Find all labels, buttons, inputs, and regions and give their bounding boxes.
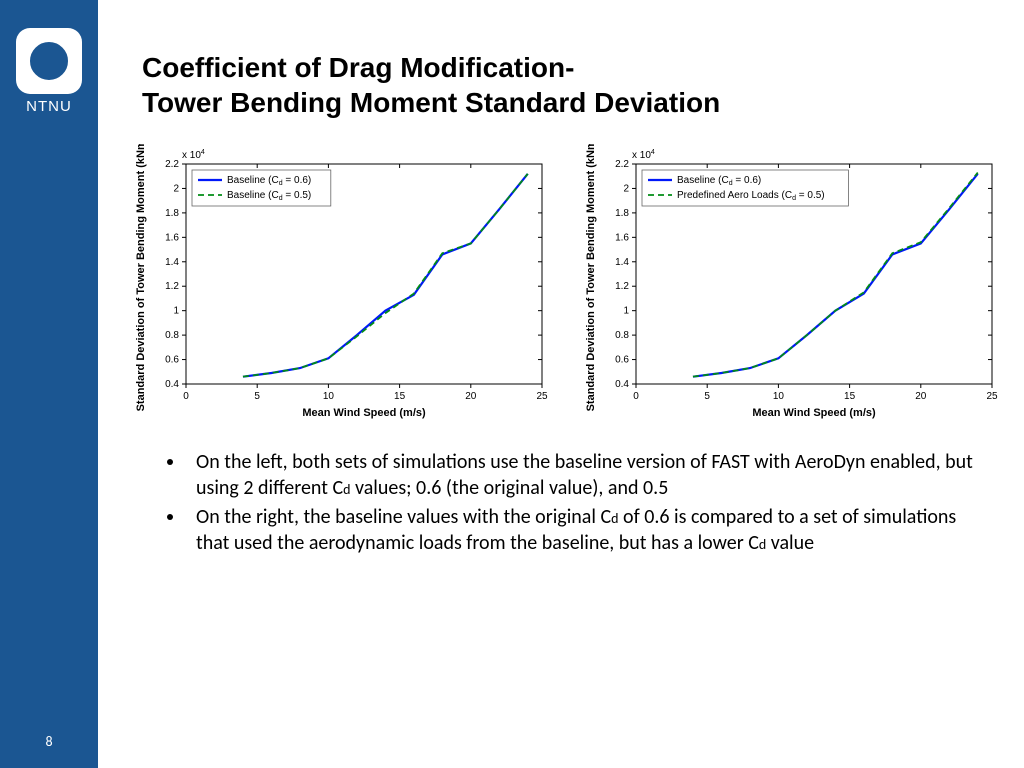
svg-text:2: 2 — [173, 183, 179, 194]
svg-text:1.2: 1.2 — [165, 281, 179, 292]
svg-text:x 104: x 104 — [182, 149, 205, 161]
chart-svg: 0 5 10 15 20 25 0.4 0.6 0.8 1 1.2 1.4 1.6 1.8 2 2.2x 10… — [124, 144, 554, 424]
svg-text:1.4: 1.4 — [165, 257, 179, 268]
svg-text:25: 25 — [536, 391, 548, 402]
svg-text:0.8: 0.8 — [165, 330, 179, 341]
svg-text:0.4: 0.4 — [165, 379, 179, 390]
chart-right: 0 5 10 15 20 25 0.4 0.6 0.8 1 1.2 1.4 1.6 1.8 2 2.2x 10… — [574, 144, 1004, 424]
bullet-item: On the right, the baseline values with t… — [186, 505, 980, 556]
svg-text:20: 20 — [915, 391, 927, 402]
title-line-2: Tower Bending Moment Standard Deviation — [142, 87, 720, 118]
svg-text:10: 10 — [323, 391, 335, 402]
svg-text:1: 1 — [623, 306, 629, 317]
svg-text:5: 5 — [254, 391, 260, 402]
svg-text:1.8: 1.8 — [165, 208, 179, 219]
svg-text:1.4: 1.4 — [615, 257, 629, 268]
svg-text:5: 5 — [704, 391, 710, 402]
svg-text:Mean Wind Speed (m/s): Mean Wind Speed (m/s) — [752, 407, 876, 419]
svg-text:Baseline (Cd = 0.6): Baseline (Cd = 0.6) — [227, 175, 311, 187]
svg-text:20: 20 — [465, 391, 477, 402]
svg-text:2: 2 — [623, 183, 629, 194]
svg-text:15: 15 — [394, 391, 406, 402]
svg-text:Predefined Aero Loads (Cd = 0.: Predefined Aero Loads (Cd = 0.5) — [677, 190, 825, 202]
svg-text:0: 0 — [183, 391, 189, 402]
charts-row: 05101520250.40.60.811.21.41.61.822.2x 10… — [124, 144, 1004, 424]
logo: NTNU — [16, 28, 82, 115]
svg-text:15: 15 — [844, 391, 856, 402]
svg-text:0.4: 0.4 — [615, 379, 629, 390]
bullet-item: On the left, both sets of simulations us… — [186, 450, 980, 501]
bullet-list: On the left, both sets of simulations us… — [186, 450, 1004, 556]
slide-title: Coefficient of Drag Modification- Tower … — [142, 50, 1004, 120]
svg-text:10: 10 — [773, 391, 785, 402]
svg-text:Baseline (Cd = 0.5): Baseline (Cd = 0.5) — [227, 190, 311, 202]
svg-text:1.6: 1.6 — [165, 232, 179, 243]
svg-text:0.6: 0.6 — [165, 355, 179, 366]
svg-text:0: 0 — [633, 391, 639, 402]
logo-text: NTNU — [16, 98, 82, 115]
svg-text:1.2: 1.2 — [615, 281, 629, 292]
svg-text:Baseline (Cd = 0.6): Baseline (Cd = 0.6) — [677, 175, 761, 187]
svg-text:2.2: 2.2 — [165, 159, 179, 170]
svg-text:2.2: 2.2 — [615, 159, 629, 170]
chart-svg: 0 5 10 15 20 25 0.4 0.6 0.8 1 1.2 1.4 1.6 1.8 2 2.2x 10… — [574, 144, 1004, 424]
svg-text:1: 1 — [173, 306, 179, 317]
svg-text:x 104: x 104 — [632, 149, 655, 161]
svg-text:1.6: 1.6 — [615, 232, 629, 243]
chart-left: 0 5 10 15 20 25 0.4 0.6 0.8 1 1.2 1.4 1.6 1.8 2 2.2x 10… — [124, 144, 554, 424]
page-number: 8 — [0, 733, 98, 750]
svg-text:0.8: 0.8 — [615, 330, 629, 341]
svg-text:Standard Deviation of Tower Be: Standard Deviation of Tower Bending Mome… — [585, 144, 597, 411]
slide-content: Coefficient of Drag Modification- Tower … — [98, 0, 1024, 768]
svg-text:Standard Deviation of Tower Be: Standard Deviation of Tower Bending Mome… — [135, 144, 147, 411]
sidebar: NTNU 8 — [0, 0, 98, 768]
logo-box — [16, 28, 82, 94]
svg-text:Mean Wind Speed (m/s): Mean Wind Speed (m/s) — [302, 407, 426, 419]
logo-circle-icon — [30, 42, 68, 80]
title-line-1: Coefficient of Drag Modification- — [142, 52, 574, 83]
svg-text:25: 25 — [986, 391, 998, 402]
svg-text:1.8: 1.8 — [615, 208, 629, 219]
svg-text:0.6: 0.6 — [615, 355, 629, 366]
